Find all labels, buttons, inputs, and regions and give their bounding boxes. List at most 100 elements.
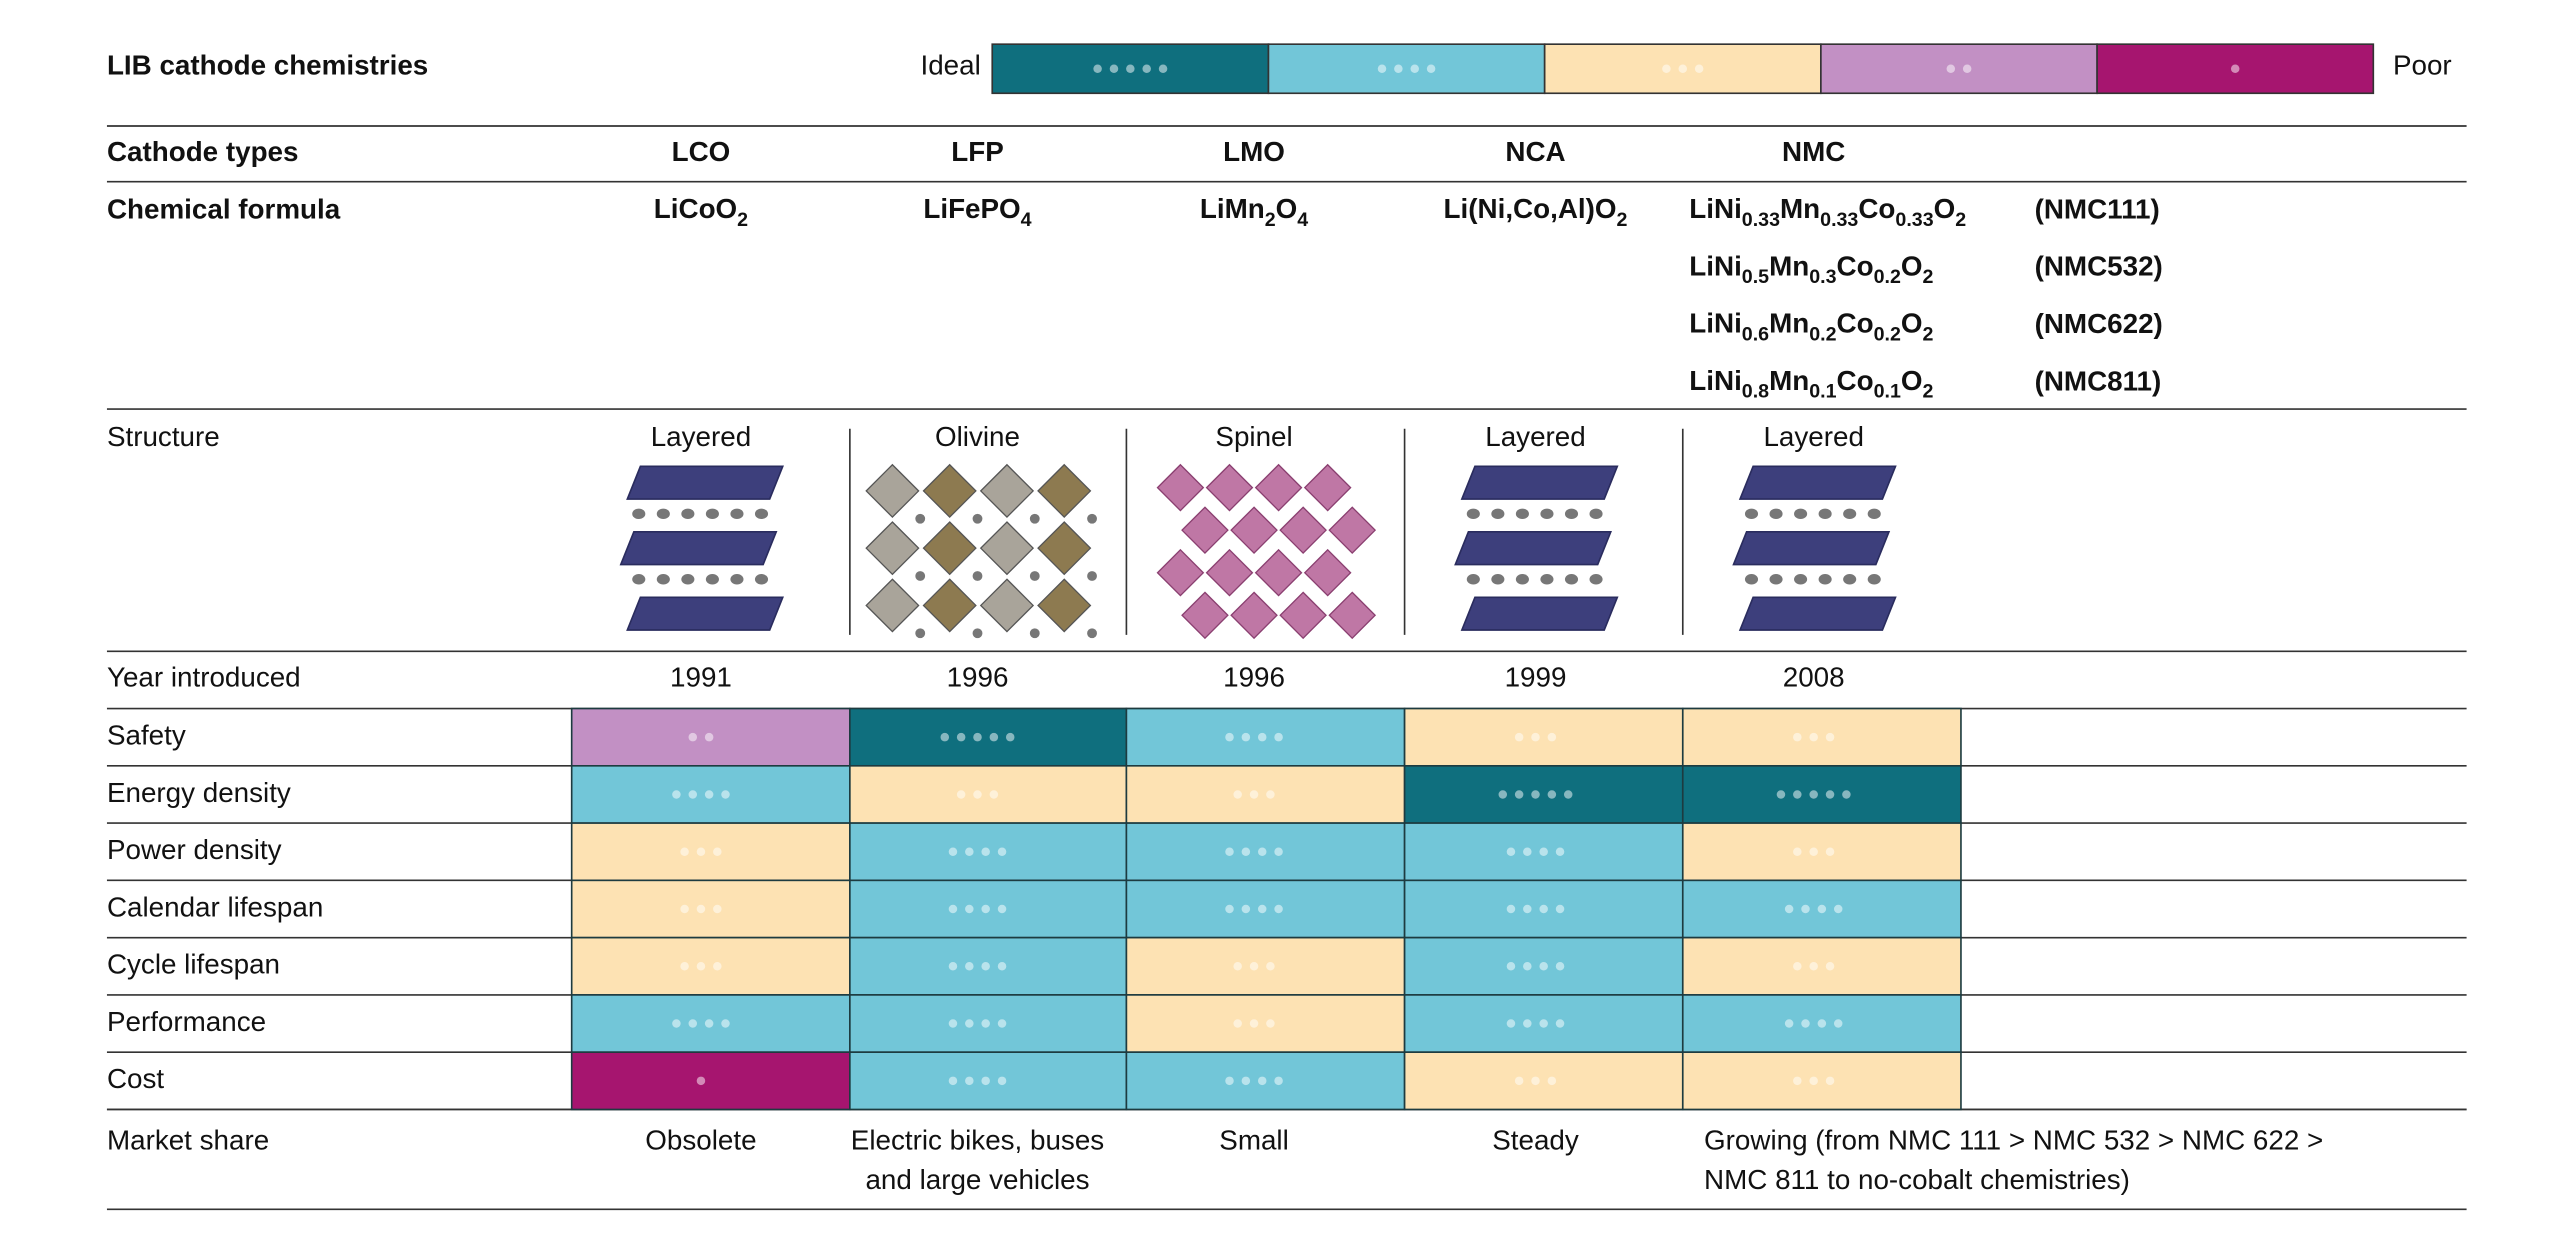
rating-cell [1403,1051,1684,1111]
formula-part: Mn [1769,308,1809,339]
rating-dot [1523,847,1532,856]
crystal-tetra [865,521,920,576]
lithium-ion [1029,513,1040,524]
lithium-ion [730,508,744,520]
crystal-octa [1254,463,1303,512]
row-label: Cathode types [107,136,299,167]
formula-part: Mn [1769,365,1809,396]
lithium-ion [1491,574,1505,585]
lithium-ion [1564,508,1579,520]
crystal-octa [1205,548,1254,597]
rating-cell [570,1051,851,1111]
rating-cell [1681,765,1962,824]
crystal-octa [1181,591,1229,640]
rating-dot [997,962,1007,971]
row-label: Calendar lifespan [107,891,323,922]
rating-dot [1555,904,1565,914]
year: 1999 [1505,661,1567,692]
rating-dot [1825,732,1835,742]
rating-dot [1274,1076,1283,1086]
rating-dot [1225,847,1234,856]
rating-dot [1241,1076,1251,1086]
rating-cell [570,879,851,939]
structure-label: Olivine [935,421,1020,452]
rating-dot [1793,1076,1802,1086]
formula-subscript: 0.2 [1874,324,1901,346]
rating-dot [1825,962,1835,971]
rating-dot [1842,790,1851,799]
formula-subscript: 2 [1617,209,1628,231]
formula-subscript: 0.6 [1742,324,1769,346]
rating-cell [570,936,851,996]
crystal-tetra [1037,463,1092,519]
lithium-ion [972,628,983,639]
crystal-slab [1460,596,1619,631]
lithium-ion [1589,508,1603,520]
year: 1996 [1223,661,1285,692]
crystal-octa [1230,506,1278,555]
formula-part: O [1901,251,1923,282]
rating-cell [1681,707,1962,767]
lithium-ion [1769,574,1783,585]
rating-dot [1394,64,1403,73]
rating-dot [948,1076,958,1086]
crystal-tetra [922,578,977,633]
rating-dot [948,962,958,971]
rating-cell [1403,879,1684,939]
formula-part: O [1901,365,1923,396]
rating-dot [965,847,974,856]
rating-dot [1539,1019,1548,1028]
formula-subscript: 0.1 [1809,381,1836,403]
rating-dot [672,1019,681,1028]
rating-dot [956,732,966,742]
crystal-octa [1328,591,1377,640]
scale-segment [1820,43,2098,95]
year: 1996 [947,661,1009,692]
row-label: Cost [107,1063,164,1094]
rating-dot [981,847,990,856]
formula-part: O [1934,193,1956,224]
formula: LiNi0.33Mn0.33Co0.33O2 [1689,193,1966,231]
formula-part: LiMn [1200,193,1265,224]
rating-dot [1274,732,1283,742]
formula-note: (NMC622) [2035,308,2163,339]
rating-dot [1241,732,1251,742]
rating-dot [1962,64,1972,73]
crystal-slab [626,465,784,500]
rating-dot [989,732,999,742]
rating-dot [1498,790,1508,799]
rating-dot [981,962,990,971]
formula-part: LiNi [1689,193,1742,224]
crystal-octa [1156,548,1205,597]
formula-part: Mn [1780,193,1820,224]
rating-dot [1514,732,1524,742]
lithium-ion [1564,574,1579,585]
crystal-octa [1328,506,1377,555]
lithium-ion [1029,571,1040,581]
formula: LiFePO4 [923,193,1031,231]
rating-dot [1793,732,1802,742]
formula: LiNi0.6Mn0.2Co0.2O2 [1689,308,1933,346]
lithium-ion [754,508,769,520]
rating-dot [1539,904,1548,914]
lithium-ion [1843,508,1857,520]
rating-dot [1946,64,1956,73]
rating-dot [1257,847,1267,856]
formula-subscript: 0.33 [1820,209,1858,231]
formula-subscript: 2 [1923,381,1934,403]
rating-dot [688,790,698,799]
formula-note: (NMC532) [2035,251,2163,282]
rating-dot [713,904,722,914]
rating-dot [1547,790,1557,799]
rating-dot [940,732,950,742]
rating-dot [1005,732,1015,742]
lithium-ion [1515,574,1529,585]
formula-subscript: 0.33 [1742,209,1780,231]
lithium-ion [1515,508,1529,520]
rating-dot [688,1019,698,1028]
rating-cell [1681,879,1962,939]
rating-dot [965,1076,974,1086]
crystal-octa [1205,463,1254,512]
rating-dot [1825,847,1835,856]
rating-dot [1793,962,1802,971]
